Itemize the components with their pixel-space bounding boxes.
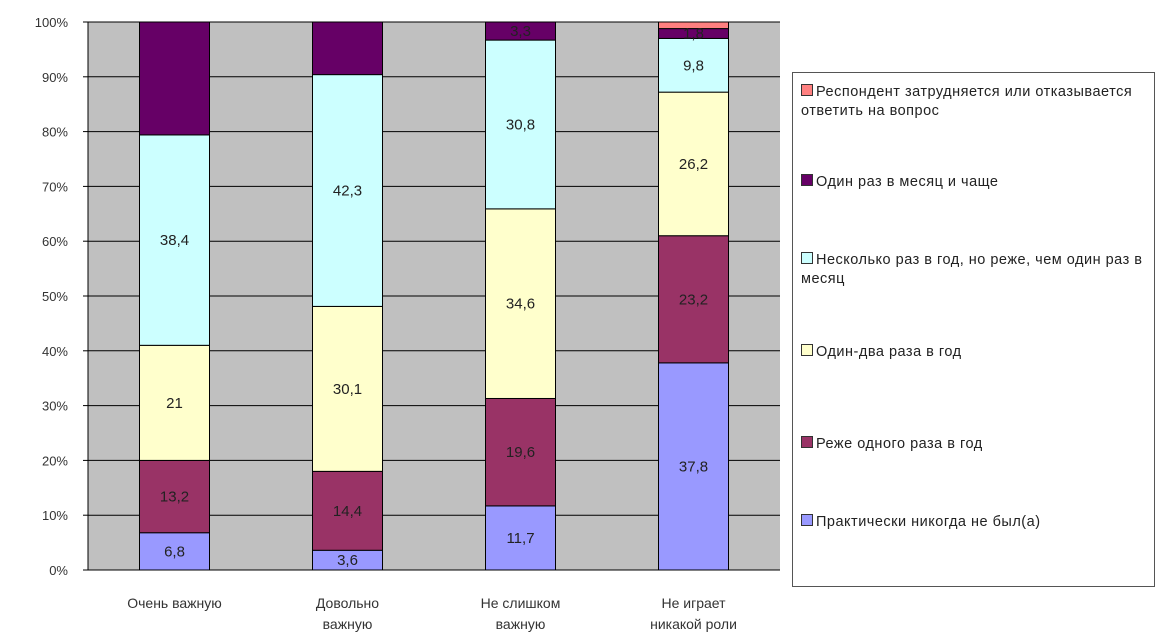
bar-segment — [312, 74, 383, 307]
legend-label: Несколько раз в год, но реже, чем один р… — [801, 252, 1143, 287]
legend-item: Один раз в месяц и чаще — [801, 173, 1151, 192]
legend-swatch — [801, 344, 813, 356]
data-label: 42,3 — [333, 183, 362, 200]
category-labels: Очень важную Довольно важную Не слишком важн… — [127, 595, 737, 632]
bar-segment — [485, 21, 556, 41]
data-label: 9,8 — [683, 57, 704, 74]
bar-segment — [139, 344, 210, 461]
legend-item: Реже одного раза в год — [801, 435, 1151, 454]
legend-label: Практически никогда не был(а) — [816, 514, 1041, 530]
y-tick-label: 20% — [42, 453, 68, 468]
data-label: 23,2 — [679, 291, 708, 308]
bar-segment — [312, 305, 383, 472]
legend-swatch — [801, 514, 813, 526]
data-label: 1,8 — [683, 26, 704, 43]
legend-item: Один-два раза в год — [801, 343, 1151, 362]
data-label: 30,8 — [506, 116, 535, 133]
data-label: 14,4 — [333, 503, 362, 520]
x-category-label: важную — [496, 616, 546, 632]
data-label: 13,2 — [160, 489, 189, 506]
x-category-label: важную — [323, 616, 373, 632]
legend-label: Респондент затрудняется или отказывается… — [801, 84, 1133, 119]
bar-segment — [658, 37, 729, 93]
data-label: 30,1 — [333, 381, 362, 398]
bar-segment — [485, 39, 556, 210]
legend-item: Респондент затрудняется или отказывается… — [801, 83, 1151, 121]
legend-label: Один-два раза в год — [816, 344, 962, 360]
bar-segment — [658, 235, 729, 364]
bar-segment — [658, 91, 729, 237]
bar-segment — [485, 505, 556, 571]
data-label: 37,8 — [679, 458, 708, 475]
y-tick-label: 40% — [42, 344, 68, 359]
legend-swatch — [801, 436, 813, 448]
data-label: 38,4 — [160, 232, 189, 249]
data-label: 21 — [166, 395, 183, 412]
data-label: 19,6 — [506, 444, 535, 461]
data-label: 3,6 — [337, 552, 358, 569]
x-category-label: Очень важную — [127, 595, 222, 611]
x-category-label: Довольно — [316, 595, 379, 611]
legend-swatch — [801, 174, 813, 186]
bar-segment — [139, 21, 210, 136]
data-label: 11,7 — [506, 530, 534, 547]
y-tick-label: 60% — [42, 234, 68, 249]
data-label: 3,3 — [510, 23, 531, 40]
x-category-label: никакой роли — [650, 616, 737, 632]
y-axis-tick-labels: 0% 10% 20% 30% 40% 50% 60% 70% 80% 90% 100% — [35, 15, 69, 578]
x-category-label: Не играет — [661, 595, 726, 611]
bar-segment — [485, 208, 556, 399]
bar-segment — [312, 470, 383, 551]
legend-swatch — [801, 252, 813, 264]
y-tick-label: 10% — [42, 508, 68, 523]
legend: Респондент затрудняется или отказывается… — [792, 72, 1155, 587]
bar-segment — [485, 397, 556, 507]
bar-segment — [658, 21, 729, 30]
chart: 0% 10% 20% 30% 40% 50% 60% 70% 80% 90% 100% 6,8 13,… — [35, 15, 780, 632]
bar-segment — [658, 362, 729, 571]
legend-swatch — [801, 84, 813, 96]
bars — [139, 21, 729, 571]
y-tick-label: 100% — [35, 15, 69, 30]
data-label: 6,8 — [164, 543, 185, 560]
legend-item: Практически никогда не был(а) — [801, 513, 1151, 532]
legend-label: Реже одного раза в год — [816, 436, 983, 452]
x-category-label: Не слишком — [481, 595, 561, 611]
data-label: 34,6 — [506, 296, 535, 313]
y-tick-label: 0% — [49, 563, 68, 578]
y-tick-label: 30% — [42, 399, 68, 414]
legend-item: Несколько раз в год, но реже, чем один р… — [801, 251, 1151, 289]
y-tick-label: 90% — [42, 70, 68, 85]
bar-segment — [139, 459, 210, 534]
data-labels: 6,8 13,2 21 38,4 3,6 14,4 30,1 42,3 11,7 19,6 34,6… — [160, 23, 708, 569]
y-tick-label: 80% — [42, 125, 68, 140]
data-label: 26,2 — [679, 156, 708, 173]
y-tick-label: 50% — [42, 289, 68, 304]
y-tick-label: 70% — [42, 179, 68, 194]
bar-segment — [312, 21, 383, 76]
legend-label: Один раз в месяц и чаще — [816, 174, 999, 190]
bar-segment — [139, 134, 210, 346]
